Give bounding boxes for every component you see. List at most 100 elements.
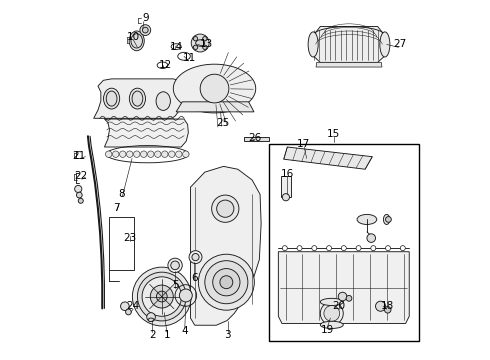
Circle shape	[150, 285, 173, 308]
Ellipse shape	[320, 321, 343, 328]
Circle shape	[356, 246, 361, 251]
Text: 10: 10	[126, 32, 140, 41]
Circle shape	[312, 246, 317, 251]
Circle shape	[192, 253, 199, 261]
Text: 9: 9	[142, 13, 148, 23]
Circle shape	[297, 246, 302, 251]
Text: 17: 17	[296, 139, 310, 149]
Text: 21: 21	[73, 150, 86, 161]
Circle shape	[213, 269, 240, 296]
Circle shape	[143, 27, 148, 33]
Circle shape	[142, 277, 181, 316]
Text: 13: 13	[199, 39, 213, 49]
Circle shape	[125, 309, 131, 315]
Text: 4: 4	[181, 326, 188, 336]
Circle shape	[147, 313, 155, 321]
Text: 20: 20	[332, 301, 345, 311]
Polygon shape	[284, 147, 372, 169]
Circle shape	[320, 302, 343, 325]
Text: 27: 27	[393, 40, 407, 49]
Text: 18: 18	[381, 301, 394, 311]
Circle shape	[191, 34, 209, 52]
Polygon shape	[176, 102, 254, 112]
Ellipse shape	[106, 91, 117, 106]
Circle shape	[342, 246, 346, 251]
Text: 5: 5	[172, 280, 178, 290]
Circle shape	[154, 151, 161, 157]
Circle shape	[220, 276, 233, 289]
Circle shape	[203, 45, 207, 49]
Circle shape	[200, 74, 229, 103]
Circle shape	[367, 234, 375, 242]
Text: 14: 14	[170, 42, 183, 51]
Text: 1: 1	[164, 330, 170, 340]
Ellipse shape	[320, 298, 343, 306]
Ellipse shape	[132, 91, 143, 106]
Circle shape	[169, 151, 175, 157]
Circle shape	[338, 292, 347, 301]
Ellipse shape	[103, 88, 120, 109]
Text: 6: 6	[191, 273, 197, 283]
Circle shape	[189, 251, 202, 264]
Polygon shape	[191, 166, 261, 325]
Polygon shape	[313, 27, 386, 62]
Circle shape	[183, 151, 189, 157]
Text: 3: 3	[224, 330, 231, 340]
Polygon shape	[245, 137, 270, 140]
Circle shape	[134, 151, 140, 157]
Polygon shape	[104, 119, 188, 147]
Circle shape	[126, 151, 133, 157]
Ellipse shape	[196, 40, 205, 46]
Text: 22: 22	[74, 171, 87, 181]
Text: 8: 8	[118, 189, 124, 199]
Text: 11: 11	[183, 53, 196, 63]
Circle shape	[326, 246, 332, 251]
Text: 12: 12	[159, 60, 172, 70]
Circle shape	[141, 151, 147, 157]
Circle shape	[121, 302, 129, 311]
Circle shape	[198, 254, 254, 310]
Circle shape	[212, 195, 239, 222]
Circle shape	[156, 291, 167, 302]
Ellipse shape	[131, 34, 143, 48]
Circle shape	[162, 151, 168, 157]
Ellipse shape	[129, 31, 144, 51]
Circle shape	[203, 37, 207, 41]
Ellipse shape	[383, 215, 390, 225]
Text: 7: 7	[113, 203, 120, 213]
Polygon shape	[94, 79, 184, 118]
Circle shape	[346, 296, 352, 301]
Circle shape	[217, 200, 234, 217]
Circle shape	[76, 192, 82, 198]
Circle shape	[179, 289, 192, 302]
Circle shape	[385, 307, 391, 313]
Ellipse shape	[308, 32, 318, 57]
Ellipse shape	[156, 92, 171, 111]
Circle shape	[168, 258, 182, 273]
Circle shape	[400, 246, 405, 251]
Circle shape	[140, 25, 151, 36]
Circle shape	[194, 45, 197, 49]
Text: 19: 19	[321, 325, 334, 335]
Ellipse shape	[129, 88, 146, 109]
Circle shape	[386, 217, 392, 222]
Bar	[270, 144, 419, 341]
Circle shape	[324, 306, 340, 321]
Circle shape	[371, 246, 376, 251]
Bar	[109, 217, 134, 270]
Text: 25: 25	[216, 118, 229, 128]
Text: 26: 26	[248, 133, 262, 143]
Polygon shape	[316, 62, 382, 67]
Ellipse shape	[380, 32, 390, 57]
Text: 16: 16	[281, 168, 294, 179]
Text: 23: 23	[123, 233, 136, 243]
Circle shape	[386, 246, 391, 251]
Circle shape	[171, 261, 179, 270]
Circle shape	[194, 37, 197, 41]
Polygon shape	[173, 64, 256, 113]
Circle shape	[113, 151, 119, 157]
Ellipse shape	[357, 215, 377, 225]
Circle shape	[282, 246, 287, 251]
Circle shape	[74, 185, 82, 193]
Circle shape	[282, 194, 290, 201]
